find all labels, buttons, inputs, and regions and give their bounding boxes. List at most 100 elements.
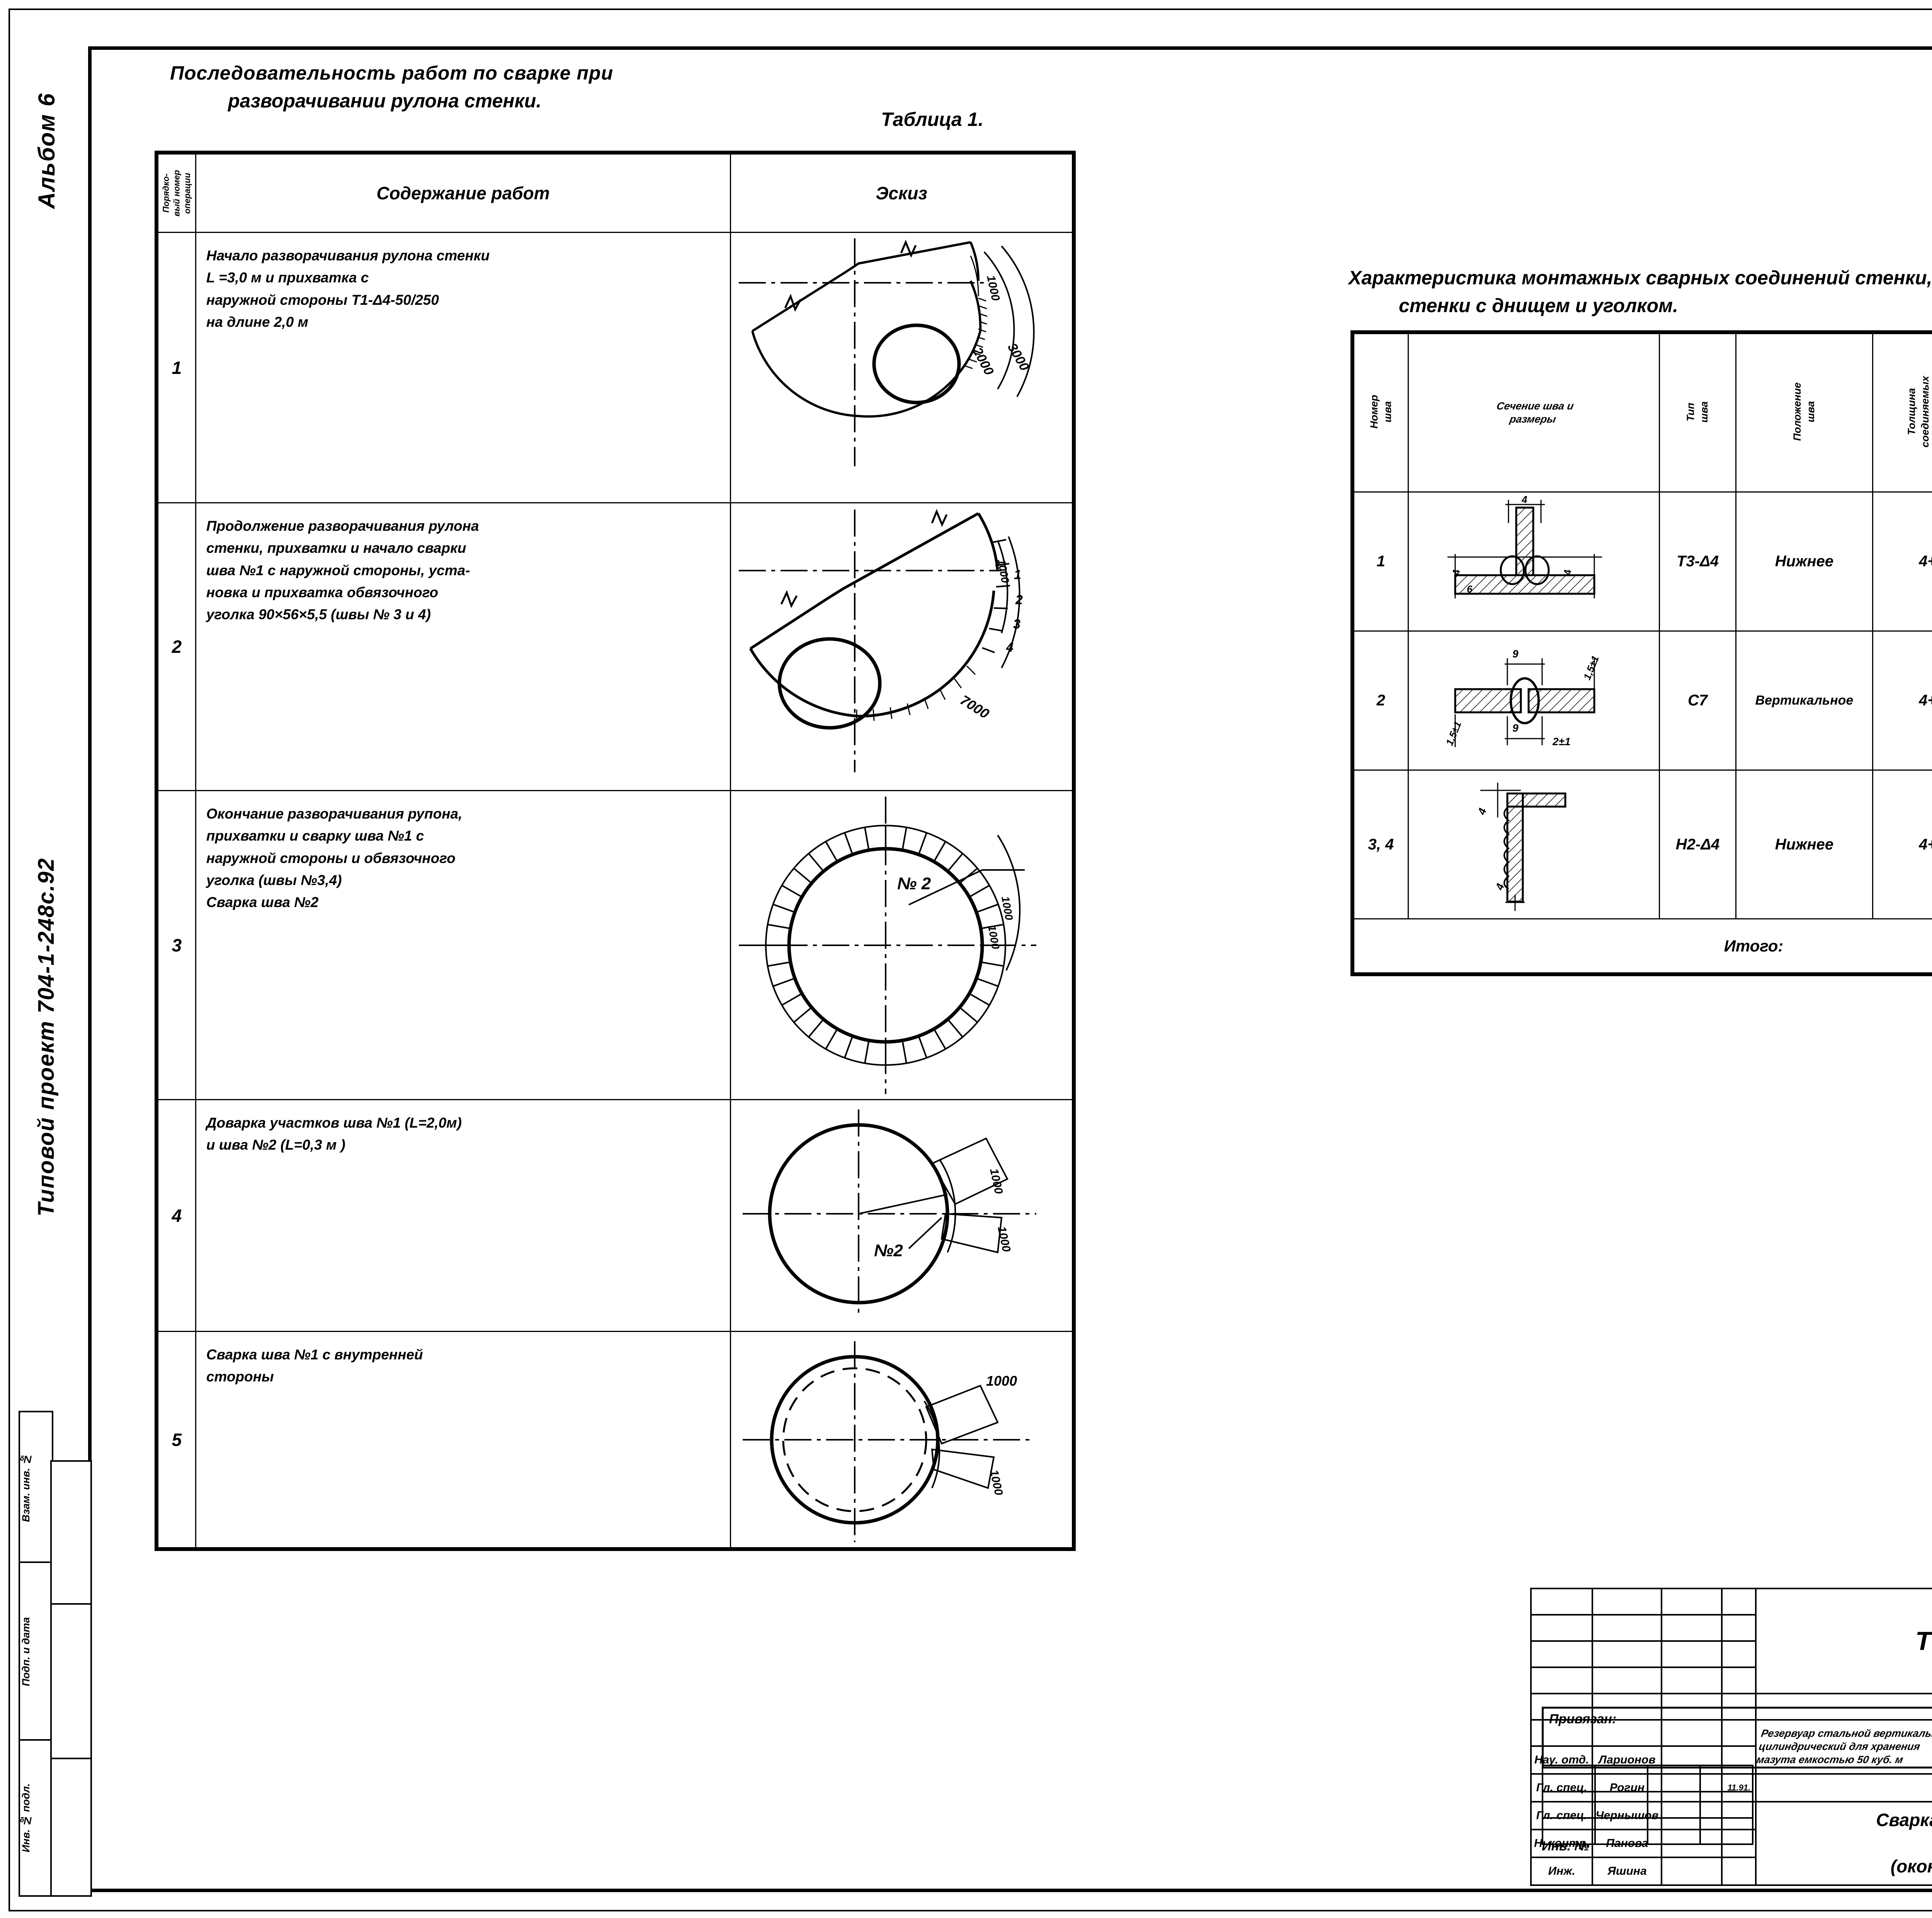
sketch-tee-joint: 4 4 6 4 [1447, 496, 1602, 598]
table2-header-seam-no: Номер шва [1353, 333, 1409, 493]
stamp-vzam-inv: Взам. инв. № [19, 1411, 53, 1565]
svg-text:1,5±1: 1,5±1 [1581, 654, 1601, 681]
table1-header-col3: Эскиз [730, 153, 1073, 233]
title-block: ТП 704-1-248с. 92 пм Резервуар стальной … [1530, 1588, 1932, 1886]
table1-row-text: Начало разворачивания рулона стенки L =3… [195, 232, 731, 503]
svg-text:9: 9 [1512, 722, 1519, 734]
table2-thickness: 4+4 [1872, 630, 1932, 771]
table2-thickness: 4+4 [1872, 491, 1932, 632]
table1-row-sketch: 1000 1 2 3 4 7000 [730, 502, 1073, 791]
sketch-circle-dashed: 1000 1000 [743, 1341, 1033, 1542]
table1-sequence-of-works: Порядко-вый номер операции Содержание раб… [155, 151, 1076, 1551]
table1-header-col2: Содержание работ [195, 153, 731, 233]
signatory-name: Рогин [1592, 1773, 1663, 1802]
title-block-code: ТП 704-1-248с. 92 [1915, 1626, 1932, 1656]
table1-row: 3 Окончание разворачивания рупона, прихв… [157, 790, 1073, 1100]
sketch-full-ring: № 2 1000 1000 [739, 796, 1037, 1094]
signatory-name: Яшина [1592, 1857, 1663, 1886]
sketch-circle-segment: №2 1000 1000 [743, 1109, 1037, 1318]
table2-type: Н2-Δ4 [1659, 770, 1736, 919]
table2-type: Т3-Δ4 [1659, 491, 1736, 632]
table1-row: 1 Начало разворачивания рулона стенки L … [157, 232, 1073, 503]
sketch-dim-1000: 1000 [995, 558, 1011, 584]
sketch-dim-3000: 3000 [1005, 341, 1032, 374]
svg-text:4: 4 [1475, 806, 1489, 817]
table2-section-sketch: 4 4 [1407, 770, 1660, 919]
svg-text:4: 4 [1451, 569, 1462, 576]
table2-row: 1 [1353, 491, 1932, 632]
table2-position: Нижнее [1735, 491, 1873, 632]
sketch-seg-4: 4 [1006, 640, 1014, 655]
table2-title-line1: Характеристика монтажных сварных соедине… [1349, 267, 1932, 289]
table2-total-row: Итого: 11.5 4,5 [1353, 918, 1932, 973]
table2-header-type: Тип шва [1659, 333, 1736, 493]
sketch-unroll-continue: 1000 1 2 3 4 7000 [739, 509, 1023, 772]
sheet-outer-frame [9, 8, 1932, 1911]
table1-row-sketch: № 2 1000 1000 [730, 790, 1073, 1100]
table1-row-sketch: №2 1000 1000 [730, 1099, 1073, 1332]
sketch-label-seam-2: № 2 [897, 874, 931, 893]
svg-text:4: 4 [1521, 496, 1527, 505]
sketch-angle-joint: 4 4 [1475, 783, 1566, 911]
table1-row-number: 2 [157, 502, 196, 791]
table1-row-text: Сварка шва №1 с внутренней стороны [195, 1331, 731, 1548]
table1-row-number: 5 [157, 1331, 196, 1548]
table1-row-number: 3 [157, 790, 196, 1100]
table2-seam-no: 3, 4 [1353, 770, 1409, 919]
table2-type: С7 [1659, 630, 1736, 771]
table1-header-col1: Порядко-вый номер операции [161, 170, 192, 217]
signatory-name: Панова [1592, 1829, 1663, 1858]
table2-header-row: Номер шва Сечение шва и размеры Тип шва Пол… [1353, 333, 1932, 493]
table2-row: 2 [1353, 630, 1932, 771]
signatory-role: Нау. отд. [1530, 1745, 1594, 1775]
svg-text:4: 4 [1562, 569, 1573, 576]
title-block-drawing-name-l2: (окончание) [1890, 1856, 1932, 1876]
sketch-seg-3: 3 [1013, 617, 1020, 632]
sketch-label-seam-2: №2 [874, 1241, 903, 1260]
table1-caption: Таблица 1. [881, 109, 984, 130]
svg-text:9: 9 [1512, 648, 1519, 660]
title-block-object-l3: мазута емкостью 50 куб. м [1756, 1753, 1905, 1765]
stamp-box-blank-3 [50, 1758, 92, 1897]
table2-header-section: Сечение шва и размеры [1407, 333, 1660, 493]
signatory-name: Чернышов [1592, 1801, 1663, 1830]
table2-header-thickness: Толщинасоединяемыхдеталей,мм [1872, 333, 1932, 493]
title-block-drawing-name-l1: Сварка стенки [1876, 1810, 1932, 1830]
stamp-podp-data: Подп. и дата [19, 1561, 53, 1742]
table1-title: Последовательность работ по сварке при р… [170, 62, 904, 112]
table2-title: Характеристика монтажных сварных соедине… [1349, 267, 1932, 317]
sketch-seg-2: 2 [1015, 593, 1023, 607]
table1-row-number: 4 [157, 1099, 196, 1332]
table1-row-sketch: 1000 2000 3000 [730, 232, 1073, 503]
table2-section-sketch: 9 9 2±1 1,5±1 1,5±1 [1407, 630, 1660, 771]
svg-text:1,5±1: 1,5±1 [1443, 719, 1463, 747]
signatory-date: 11.91. [1721, 1773, 1757, 1802]
sketch-seg-1: 1 [1014, 567, 1021, 582]
table1-row: 2 Продолжение разворачивания рулона стен… [157, 502, 1073, 791]
sketch-dim-1000-a: 1000 [987, 1167, 1005, 1195]
project-label: Типовой проект 704-1-248с.92 [34, 858, 59, 1217]
table1-title-line2: разворачивании рулона стенки. [228, 90, 542, 112]
table2-position: Вертикальное [1735, 630, 1873, 771]
table1-header-row: Порядко-вый номер операции Содержание раб… [157, 153, 1073, 233]
table1-row-text: Доварка участков шва №1 (L=2,0м) и шва №… [195, 1099, 731, 1332]
table1-row-text: Окончание разворачивания рупона, прихват… [195, 790, 731, 1100]
signatory-name: Ларионов [1592, 1745, 1663, 1775]
table2-seam-characteristics: Номер шва Сечение шва и размеры Тип шва Пол… [1350, 330, 1932, 976]
signatory-role: Инж. [1530, 1857, 1594, 1886]
sketch-dim-7000: 7000 [957, 692, 992, 722]
sketch-dim-1000-b: 1000 [986, 924, 1002, 950]
table2-header-position: Положение шва [1735, 333, 1873, 493]
sketch-dim-1000-b: 1000 [987, 1468, 1005, 1496]
stamp-box-blank-2 [50, 1603, 92, 1761]
sketch-dim-1000-a: 1000 [986, 1373, 1017, 1389]
table2-row: 3, 4 [1353, 770, 1932, 919]
table2-position: Нижнее [1735, 770, 1873, 919]
table1-row-sketch: 1000 1000 [730, 1331, 1073, 1548]
signatory-role: Гл. спец. [1530, 1773, 1594, 1802]
table2-seam-no: 2 [1353, 630, 1409, 771]
table1-row-number: 1 [157, 232, 196, 503]
table2-thickness: 4+4 [1872, 770, 1932, 919]
title-block-object-l1: Резервуар стальной вертикальный [1760, 1728, 1932, 1740]
